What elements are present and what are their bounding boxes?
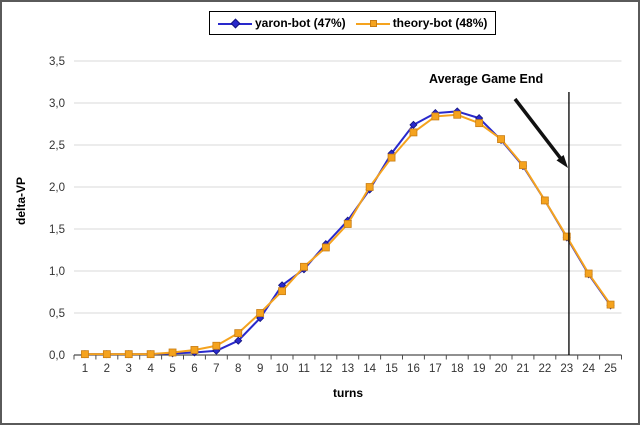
y-tick-label: 0,0 — [49, 350, 65, 362]
x-tick-label: 25 — [604, 363, 617, 375]
data-point-marker — [365, 183, 374, 191]
data-point-marker — [343, 220, 352, 228]
x-tick-label: 15 — [385, 363, 398, 375]
diamond-marker-icon — [230, 18, 241, 28]
x-tick-label: 13 — [341, 363, 354, 375]
y-axis-title: delta-VP — [14, 176, 28, 226]
x-tick-label: 8 — [235, 363, 241, 375]
series-theory-bot — [81, 110, 615, 359]
annotation-average-game-end: Average Game End — [429, 72, 544, 86]
gridlines — [74, 60, 622, 314]
data-point-marker — [519, 161, 527, 170]
data-point-marker — [475, 119, 484, 128]
data-point-marker — [168, 348, 177, 357]
x-axis — [73, 354, 622, 360]
x-axis-title: turns — [333, 386, 363, 400]
data-point-marker — [124, 350, 133, 359]
x-tick-label: 20 — [495, 363, 508, 375]
legend-label-yaron-bot: yaron-bot (47%) — [255, 16, 346, 30]
data-point-marker — [431, 112, 440, 121]
yaron-bot-line-sample-icon — [218, 18, 252, 28]
average-game-end-marker — [513, 92, 570, 355]
data-point-marker — [146, 350, 155, 359]
x-tick-label: 14 — [363, 363, 376, 375]
theory-bot-line-sample-icon — [355, 19, 390, 28]
y-tick-label: 3,0 — [49, 98, 65, 110]
y-tick-label: 2,5 — [49, 140, 65, 152]
data-point-marker — [453, 110, 462, 119]
data-point-marker — [300, 262, 308, 271]
data-point-marker — [387, 153, 396, 162]
data-point-marker — [102, 350, 111, 359]
x-tick-label: 18 — [451, 363, 464, 375]
arrow-head-icon — [556, 154, 568, 168]
x-tick-label: 19 — [473, 363, 486, 375]
x-tick-label: 2 — [104, 363, 110, 375]
data-point-marker — [212, 341, 221, 350]
x-tick-label: 9 — [257, 363, 263, 375]
legend-entry-yaron-bot: yaron-bot (47%) — [218, 16, 346, 30]
x-tick-label: 16 — [407, 363, 420, 375]
data-point-marker — [584, 269, 593, 278]
x-tick-label: 5 — [169, 363, 175, 375]
x-tick-label: 22 — [538, 363, 551, 375]
square-marker-icon — [369, 19, 377, 27]
x-tick-labels: 1 2 3 4 5 6 7 8 9 10 11 12 13 14 15 16 17 18 19 20 21 22 23 24 2… — [82, 363, 617, 375]
data-point-marker — [278, 287, 286, 296]
x-tick-label: 10 — [276, 363, 289, 375]
data-point-marker — [234, 329, 243, 338]
arrow-shaft — [513, 97, 564, 162]
data-point-marker — [234, 336, 243, 345]
x-tick-label: 6 — [191, 363, 197, 375]
y-tick-label: 1,5 — [49, 224, 65, 236]
y-tick-label: 1,0 — [49, 266, 65, 278]
y-tick-label: 2,0 — [49, 182, 65, 194]
x-tick-label: 21 — [517, 363, 530, 375]
x-tick-label: 11 — [298, 363, 310, 375]
legend-entry-theory-bot: theory-bot (48%) — [355, 16, 488, 30]
data-point-marker — [321, 243, 330, 252]
chart-legend: yaron-bot (47%) theory-bot (48%) — [209, 11, 497, 35]
x-tick-label: 1 — [82, 363, 88, 375]
data-point-marker — [606, 300, 615, 309]
data-point-marker — [562, 232, 571, 241]
x-tick-label: 23 — [560, 363, 573, 375]
x-tick-label: 17 — [429, 363, 442, 375]
data-point-marker — [409, 120, 418, 129]
y-tick-label: 0,5 — [49, 308, 65, 320]
x-tick-label: 12 — [319, 363, 332, 375]
x-tick-label: 3 — [126, 363, 132, 375]
x-tick-label: 4 — [147, 363, 154, 375]
data-point-marker — [81, 350, 89, 359]
legend-label-theory-bot: theory-bot (48%) — [392, 16, 488, 30]
x-tick-label: 7 — [213, 363, 219, 375]
x-tick-label: 24 — [582, 363, 595, 375]
data-point-marker — [409, 128, 418, 137]
y-tick-labels: 0,0 0,5 1,0 1,5 2,0 2,5 3,0 3,5 — [49, 56, 65, 362]
data-point-marker — [497, 135, 505, 144]
data-point-marker — [256, 309, 265, 317]
data-point-marker — [540, 196, 549, 205]
data-point-marker — [190, 346, 199, 354]
y-tick-label: 3,5 — [49, 56, 65, 68]
